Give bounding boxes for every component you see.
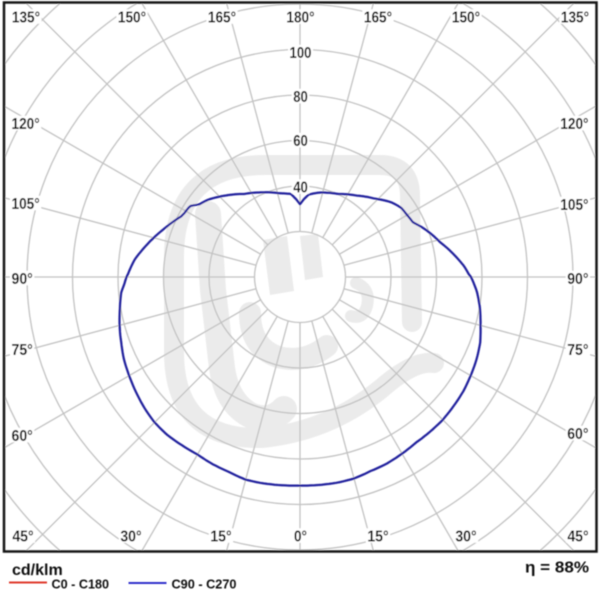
svg-text:60°: 60° (567, 426, 588, 443)
svg-text:15°: 15° (367, 529, 388, 546)
svg-text:0°: 0° (294, 529, 307, 546)
svg-text:180°: 180° (286, 10, 314, 27)
svg-text:90°: 90° (567, 271, 588, 288)
svg-text:120°: 120° (12, 116, 40, 133)
svg-text:80: 80 (293, 89, 308, 106)
svg-text:C90 - C270: C90 - C270 (172, 576, 237, 591)
svg-text:105°: 105° (560, 197, 588, 214)
svg-text:90°: 90° (12, 271, 33, 288)
svg-text:η = 88%: η = 88% (525, 559, 589, 576)
svg-text:45°: 45° (567, 529, 588, 546)
svg-text:105°: 105° (12, 196, 40, 213)
svg-text:15°: 15° (210, 529, 231, 546)
svg-text:30°: 30° (455, 529, 476, 546)
svg-text:30°: 30° (120, 529, 141, 546)
svg-text:150°: 150° (118, 10, 146, 27)
svg-text:135°: 135° (12, 10, 40, 27)
svg-text:75°: 75° (12, 342, 33, 359)
svg-text:135°: 135° (561, 10, 589, 27)
svg-text:150°: 150° (452, 10, 480, 27)
svg-text:cd/klm: cd/klm (12, 562, 63, 579)
svg-text:60°: 60° (12, 428, 33, 445)
svg-text:165°: 165° (208, 10, 236, 27)
svg-text:C0 - C180: C0 - C180 (52, 576, 110, 591)
svg-text:75°: 75° (567, 342, 588, 359)
svg-text:120°: 120° (560, 116, 588, 133)
svg-text:45°: 45° (12, 529, 33, 546)
svg-text:40: 40 (293, 180, 308, 197)
svg-text:100: 100 (290, 45, 312, 62)
svg-text:165°: 165° (364, 10, 392, 27)
svg-text:60: 60 (293, 133, 308, 150)
